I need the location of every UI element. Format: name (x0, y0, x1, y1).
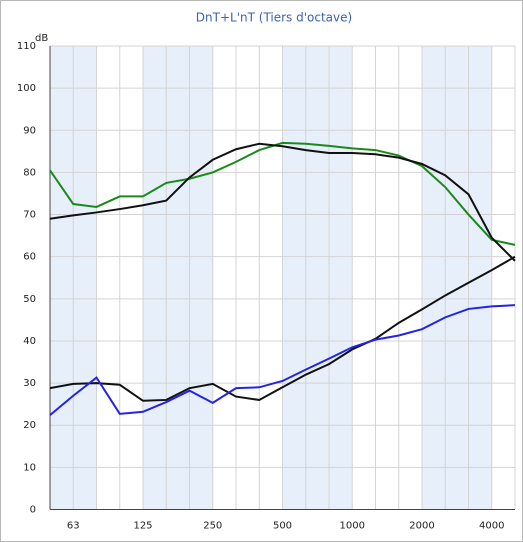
y-tick-label: 10 (23, 462, 36, 473)
y-tick-label: 70 (23, 210, 36, 221)
band (282, 46, 353, 510)
x-tick-label: 4000 (479, 521, 504, 532)
y-tick-label: 100 (17, 83, 36, 94)
x-tick-label: 500 (273, 521, 292, 532)
y-tick-label: 80 (23, 167, 36, 178)
y-tick-label: 110 (17, 41, 36, 52)
series-line (49, 255, 516, 402)
y-tick-label: 20 (23, 420, 36, 431)
series-line (49, 142, 516, 262)
band (143, 46, 213, 510)
x-tick-label: 125 (133, 521, 152, 532)
x-tick-label: 250 (203, 521, 222, 532)
y-tick-label: 50 (23, 294, 36, 305)
x-tick-label: 63 (67, 521, 80, 532)
chart-title: DnT+L'nT (Tiers d'octave) (196, 11, 352, 25)
series-line (49, 304, 516, 416)
y-tick-label: 0 (30, 505, 36, 516)
y-tick-label: 40 (23, 336, 36, 347)
band (422, 46, 492, 510)
x-tick-label: 1000 (340, 521, 365, 532)
y-axis-label: dB (35, 33, 48, 44)
series-line (49, 141, 516, 246)
y-tick-label: 30 (23, 378, 36, 389)
y-tick-label: 90 (23, 125, 36, 136)
x-tick-label: 2000 (409, 521, 434, 532)
y-tick-label: 60 (23, 252, 36, 263)
